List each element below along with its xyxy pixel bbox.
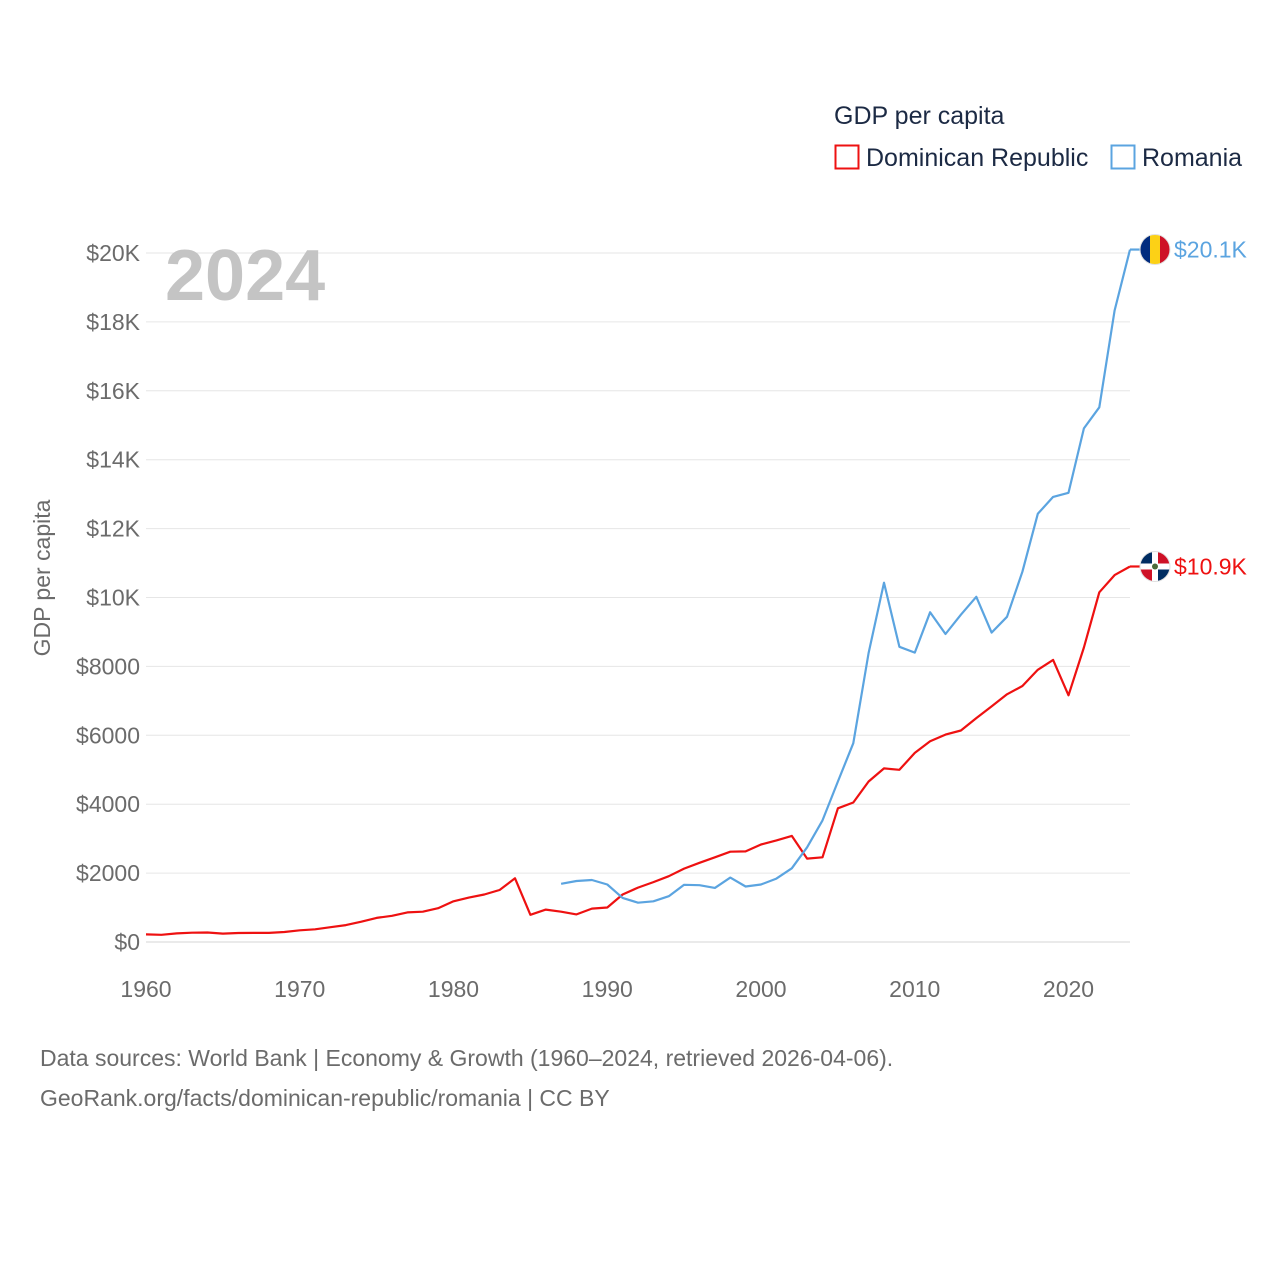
legend-label-romania: Romania bbox=[1142, 144, 1242, 172]
romania-flag-icon bbox=[1139, 234, 1171, 266]
legend-item-dominican-republic[interactable]: Dominican Republic bbox=[834, 144, 1089, 172]
dominican-republic-flag-icon bbox=[1139, 550, 1171, 582]
legend-swatch-dominican-republic bbox=[834, 144, 860, 170]
x-axis-ticks: 1960 1970 1980 1990 2000 2010 2020 bbox=[120, 976, 1094, 1002]
x-tick-label: 1960 bbox=[120, 976, 171, 1002]
legend-label-dominican-republic: Dominican Republic bbox=[866, 144, 1088, 172]
year-label: 2024 bbox=[165, 236, 325, 316]
series-lines bbox=[145, 248, 1140, 936]
end-value-label-romania: $20.1K bbox=[1174, 237, 1248, 263]
footer-sources: Data sources: World Bank | Economy & Gro… bbox=[40, 1045, 894, 1071]
y-tick-label: $18K bbox=[86, 309, 140, 335]
y-tick-label: $0 bbox=[114, 929, 140, 955]
y-tick-label: $20K bbox=[86, 240, 140, 266]
end-value-label-dominican-republic: $10.9K bbox=[1174, 553, 1248, 579]
legend-swatch-romania bbox=[1110, 144, 1136, 170]
y-tick-label: $2000 bbox=[76, 860, 140, 886]
gridlines bbox=[146, 252, 1130, 943]
y-tick-label: $16K bbox=[86, 378, 140, 404]
legend-item-romania[interactable]: Romania bbox=[1110, 144, 1243, 172]
x-tick-label: 1980 bbox=[428, 976, 479, 1002]
y-axis-ticks: $0 $2000 $4000 $6000 $8000 $10K $12K $14K $16K $1… bbox=[76, 240, 141, 955]
y-tick-label: $6000 bbox=[76, 722, 140, 748]
y-tick-label: $8000 bbox=[76, 653, 140, 679]
y-tick-label: $12K bbox=[86, 516, 140, 542]
footer-attribution[interactable]: GeoRank.org/facts/dominican-republic/rom… bbox=[40, 1085, 610, 1111]
y-axis-title: GDP per capita bbox=[29, 499, 55, 656]
y-tick-label: $14K bbox=[86, 447, 140, 473]
series-line-romania[interactable] bbox=[560, 249, 1132, 904]
x-tick-label: 2000 bbox=[735, 976, 786, 1002]
x-tick-label: 2020 bbox=[1043, 976, 1094, 1002]
legend: GDP per capita Dominican Republic Romani… bbox=[834, 102, 1242, 172]
x-tick-label: 1990 bbox=[582, 976, 633, 1002]
legend-title: GDP per capita bbox=[834, 102, 1005, 130]
x-tick-label: 1970 bbox=[274, 976, 325, 1002]
end-labels: $10.9K $20.1K bbox=[1139, 234, 1248, 582]
series-line-dominican-republic[interactable] bbox=[145, 565, 1131, 936]
y-tick-label: $10K bbox=[86, 585, 140, 611]
y-tick-label: $4000 bbox=[76, 791, 140, 817]
x-tick-label: 2010 bbox=[889, 976, 940, 1002]
